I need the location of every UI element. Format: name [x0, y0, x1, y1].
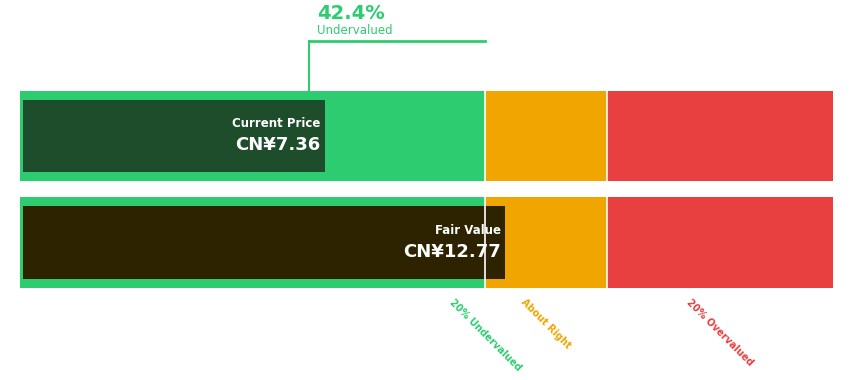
Text: Fair Value: Fair Value: [435, 223, 501, 237]
Bar: [485, 91, 607, 182]
Text: 42.4%: 42.4%: [316, 4, 384, 23]
Bar: [485, 197, 607, 288]
Text: About Right: About Right: [519, 297, 573, 350]
Text: Current Price: Current Price: [232, 117, 320, 130]
Text: CN¥12.77: CN¥12.77: [403, 242, 501, 261]
Bar: [607, 91, 832, 182]
Bar: [20, 197, 485, 288]
Bar: [23, 206, 505, 279]
Text: Undervalued: Undervalued: [316, 24, 392, 36]
Bar: [607, 197, 832, 288]
Bar: [20, 91, 485, 182]
Text: CN¥7.36: CN¥7.36: [235, 136, 320, 154]
Bar: [23, 100, 325, 173]
Text: 20% Overvalued: 20% Overvalued: [684, 297, 755, 367]
Text: 20% Undervalued: 20% Undervalued: [446, 297, 522, 372]
